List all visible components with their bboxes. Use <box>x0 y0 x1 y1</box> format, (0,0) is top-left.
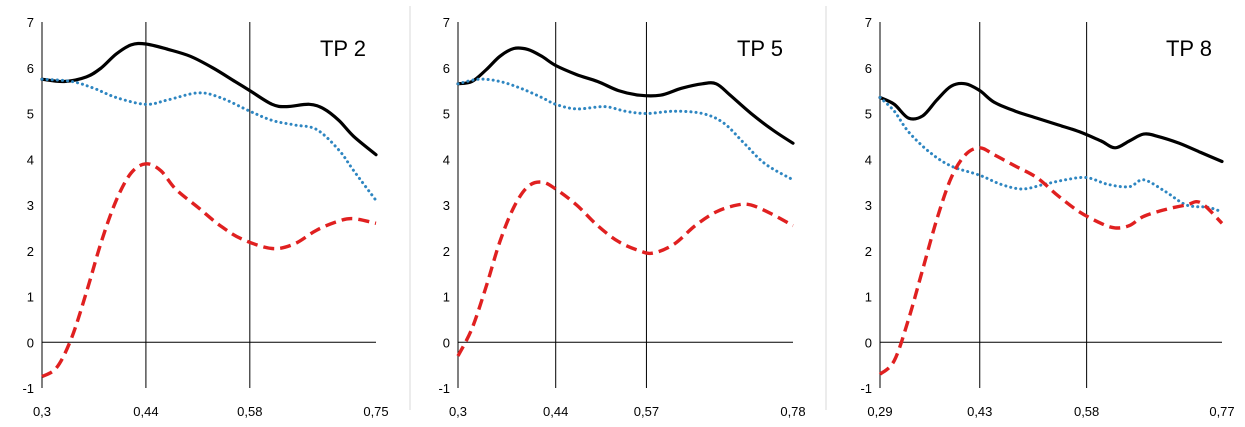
x-tick-label: 0,3 <box>33 404 51 419</box>
y-tick-label: 6 <box>865 61 872 76</box>
y-tick-label: 0 <box>27 335 34 350</box>
series-line-dashed <box>878 146 1224 376</box>
y-tick-label: 5 <box>27 107 34 122</box>
x-tick-label: 0,44 <box>133 404 158 419</box>
y-tick-label: 7 <box>443 15 450 30</box>
x-tick-label: 0,77 <box>1209 404 1234 419</box>
series-line-solid <box>40 41 378 157</box>
y-tick-label: 5 <box>865 107 872 122</box>
y-tick-label: 6 <box>443 61 450 76</box>
y-tick-label: 4 <box>865 152 872 167</box>
x-tick-label: 0,75 <box>363 404 388 419</box>
x-tick-label: 0,29 <box>867 404 892 419</box>
chart-panel-3: -1 0 1 2 3 4 5 6 7 0,29 0,43 0,58 0,77 TP 8 <box>860 15 1234 419</box>
x-tick-label: 0,57 <box>634 404 659 419</box>
series-line-dotted <box>456 77 795 182</box>
y-tick-label: 1 <box>27 290 34 305</box>
y-tick-label: -1 <box>22 381 34 396</box>
y-tick-label: -1 <box>438 381 450 396</box>
y-tick-label: 7 <box>865 15 872 30</box>
x-tick-label: 0,58 <box>1074 404 1099 419</box>
series-line-solid <box>456 46 795 145</box>
chart-title: TP 5 <box>737 36 783 61</box>
chart-title: TP 8 <box>1166 36 1212 61</box>
chart-panel-1: -1 0 1 2 3 4 5 6 7 0,3 0,44 0,58 0,75 TP 2 <box>22 6 411 419</box>
y-tick-label: 1 <box>443 290 450 305</box>
series-line-dashed <box>41 162 377 379</box>
y-tick-label: 5 <box>443 107 450 122</box>
y-tick-label: 3 <box>27 198 34 213</box>
x-tick-label: 0,78 <box>780 404 805 419</box>
y-tick-label: 2 <box>865 244 872 259</box>
y-tick-label: 4 <box>27 152 34 167</box>
y-tick-label: -1 <box>860 381 872 396</box>
x-tick-label: 0,44 <box>543 404 568 419</box>
x-tick-label: 0,43 <box>967 404 992 419</box>
y-tick-label: 2 <box>443 244 450 259</box>
y-tick-label: 4 <box>443 152 450 167</box>
y-tick-label: 0 <box>443 335 450 350</box>
series-line-solid <box>878 81 1224 164</box>
chart-title: TP 2 <box>320 36 366 61</box>
y-tick-label: 6 <box>27 61 34 76</box>
x-tick-label: 0,3 <box>449 404 467 419</box>
chart-panel-2: -1 0 1 2 3 4 5 6 7 0,3 0,44 0,57 0,78 TP 5 <box>438 6 827 419</box>
y-tick-label: 3 <box>443 198 450 213</box>
x-tick-label: 0,58 <box>237 404 262 419</box>
series-line-dotted <box>878 96 1224 214</box>
y-tick-label: 1 <box>865 290 872 305</box>
y-tick-label: 3 <box>865 198 872 213</box>
series-line-dotted <box>40 77 378 202</box>
series-line-dashed <box>456 180 794 357</box>
y-tick-label: 7 <box>27 15 34 30</box>
y-tick-label: 0 <box>865 335 872 350</box>
y-tick-label: 2 <box>27 244 34 259</box>
